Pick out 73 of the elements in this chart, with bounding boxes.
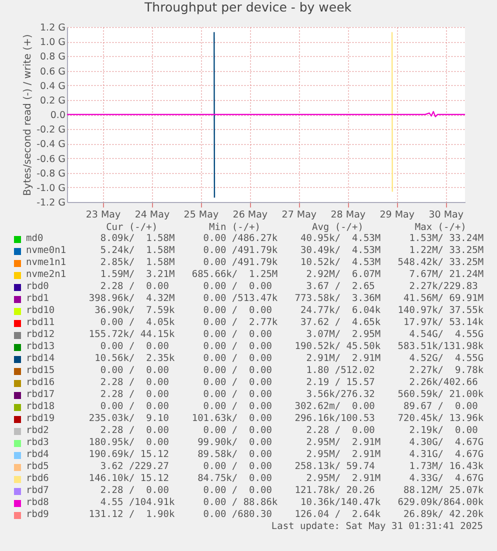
y-tick-label: 1.2 G <box>40 22 66 34</box>
y-tick-label: -0.8 G <box>36 168 66 180</box>
y-tick-label: 0.6 G <box>40 66 66 78</box>
text: 36.90k/ 7.59k 0.00 / 0.00 24.77k/ 6.04k 140.97k/ 37.55k <box>94 305 484 317</box>
legend-label: rbd14 <box>26 353 55 365</box>
x-tick-label: 27 May <box>282 210 317 220</box>
chart-title: Throughput per device - by week <box>144 0 352 14</box>
legend-label: rbd13 <box>26 341 55 353</box>
legend-label: rbd8 <box>26 497 49 509</box>
text: 0.00 / 0.00 0.00 / 0.00 190.52k/ 45.50k 583.51k/131.98k <box>99 341 484 353</box>
legend-label: rbd15 <box>26 365 55 377</box>
text: 398.96k/ 4.32M 0.00 /513.47k 773.58k/ 3.36M 41.56M/ 69.91M <box>88 293 484 305</box>
legend-title: Cur (-/+) Min (-/+) Avg (-/+) Max (-/+) <box>106 222 466 234</box>
text: 235.03k/ 9.10 101.63k/ 0.00 296.16k/100.53 720.45k/ 13.96k <box>88 413 484 425</box>
x-tick-label: 26 May <box>232 210 268 220</box>
legend-label: nvme0n1 <box>26 245 66 257</box>
text: 0.00 / 0.00 0.00 / 0.00 302.62m/ 0.00 89.67 / 0.00 <box>99 401 479 413</box>
y-tick-label: -0.4 G <box>36 139 66 150</box>
text: 10.56k/ 2.35k 0.00 / 0.00 2.91M/ 2.91M 4.52G/ 4.55G <box>94 353 484 365</box>
x-tick-label: 23 May <box>86 210 121 220</box>
legend-label: rbd18 <box>26 401 55 413</box>
y-axis-title: Bytes/second read (-) / write (+) <box>22 34 34 196</box>
text: Last update: Sat May 31 01:31:41 2025 <box>271 521 483 533</box>
text: 190.69k/ 15.12 89.58k/ 0.00 2.95M/ 2.91M 4.31G/ 4.67G <box>88 449 484 461</box>
x-tick-label: 25 May <box>184 210 219 220</box>
legend-label: nvme1n1 <box>26 257 66 269</box>
legend-label: rbd19 <box>26 413 55 425</box>
y-tick-label: -1.0 G <box>36 182 66 194</box>
legend-label: rbd5 <box>26 461 49 473</box>
text: 2.28 / 0.00 0.00 / 0.00 2.28 / 0.00 2.19k/ 0.00 <box>99 425 479 437</box>
legend-label: rbd9 <box>26 509 49 521</box>
y-tick-label: -0.2 G <box>36 124 66 136</box>
x-tick-label: 28 May <box>330 210 366 220</box>
legend-label: rbd1 <box>26 293 49 305</box>
text: 8.09k/ 1.58M 0.00 /486.27k 40.95k/ 4.53M 1.53M/ 33.24M <box>99 233 484 245</box>
text: 0.00 / 4.05k 0.00 / 2.77k 37.62 / 4.65k 17.97k/ 53.14k <box>99 317 484 329</box>
x-tick-label: 29 May <box>380 210 415 220</box>
legend-label: rbd0 <box>26 281 49 293</box>
text: 2.28 / 0.00 0.00 / 0.00 2.19 / 15.57 2.26k/402.66 <box>99 377 479 389</box>
text: 0.00 / 0.00 0.00 / 0.00 1.80 /512.02 2.27k/ 9.78k <box>99 365 484 377</box>
legend-label: rbd2 <box>26 425 49 437</box>
legend-label: rbd16 <box>26 377 55 389</box>
text: 5.24k/ 1.58M 0.00 /491.79k 30.49k/ 4.53M 1.22M/ 33.25M <box>99 245 484 257</box>
legend-label: rbd17 <box>26 389 55 401</box>
text: 2.85k/ 1.58M 0.00 /491.79k 10.52k/ 4.53M 548.42k/ 33.25M <box>99 257 484 269</box>
legend-label: rbd4 <box>26 449 49 461</box>
legend-label: rbd7 <box>26 485 49 497</box>
legend-label: rbd6 <box>26 473 49 485</box>
y-tick-label: -0.6 G <box>36 154 66 165</box>
text: 2.28 / 0.00 0.00 / 0.00 3.67 / 2.65 2.27k/229.83 <box>99 281 479 293</box>
text: 2.28 / 0.00 0.00 / 0.00 3.56k/276.32 560.59k/ 21.00k <box>99 389 484 401</box>
y-tick-label: -1.2 G <box>36 198 66 208</box>
text: 131.12 / 1.90k 0.00 /680.30 126.04 / 2.64k 26.89k/ 42.20k <box>88 509 484 521</box>
text: 1.59M/ 3.21M 685.66k/ 1.25M 2.92M/ 6.07M 7.67M/ 21.24M <box>99 269 484 281</box>
y-tick-label: 0.8 G <box>40 52 66 63</box>
legend-label: rbd10 <box>26 305 55 317</box>
text: 180.95k/ 0.00 99.90k/ 0.00 2.95M/ 2.91M 4.30G/ 4.67G <box>88 437 484 449</box>
legend-label: md0 <box>26 233 44 245</box>
y-tick-label: 0.4 G <box>40 80 66 92</box>
y-tick-label: 1.0 G <box>40 37 66 48</box>
text: 155.72k/ 44.15k 0.00 / 0.00 3.07M/ 2.95M 4.54G/ 4.55G <box>88 329 484 341</box>
y-tick-label: 0.0 <box>50 110 66 121</box>
legend-label: rbd11 <box>26 317 55 329</box>
legend-label: nvme2n1 <box>26 269 66 281</box>
text: 2.28 / 0.00 0.00 / 0.00 121.78k/ 20.26 88.12M/ 25.07k <box>99 485 484 497</box>
text: 4.55 /104.91k 0.00 / 88.86k 10.36k/140.47k 629.09k/864.00k <box>99 497 484 509</box>
text: 3.62 /229.27 0.00 / 0.00 258.13k/ 59.74 1.73M/ 16.43k <box>99 461 484 473</box>
legend-label: rbd3 <box>26 437 49 449</box>
y-tick-label: 0.2 G <box>40 95 66 106</box>
text: 146.10k/ 15.12 84.75k/ 0.00 2.95M/ 2.91M 4.33G/ 4.67G <box>88 473 484 485</box>
x-tick-label: 30 May <box>428 210 464 220</box>
legend-label: rbd12 <box>26 329 55 341</box>
x-tick-label: 24 May <box>134 210 170 220</box>
